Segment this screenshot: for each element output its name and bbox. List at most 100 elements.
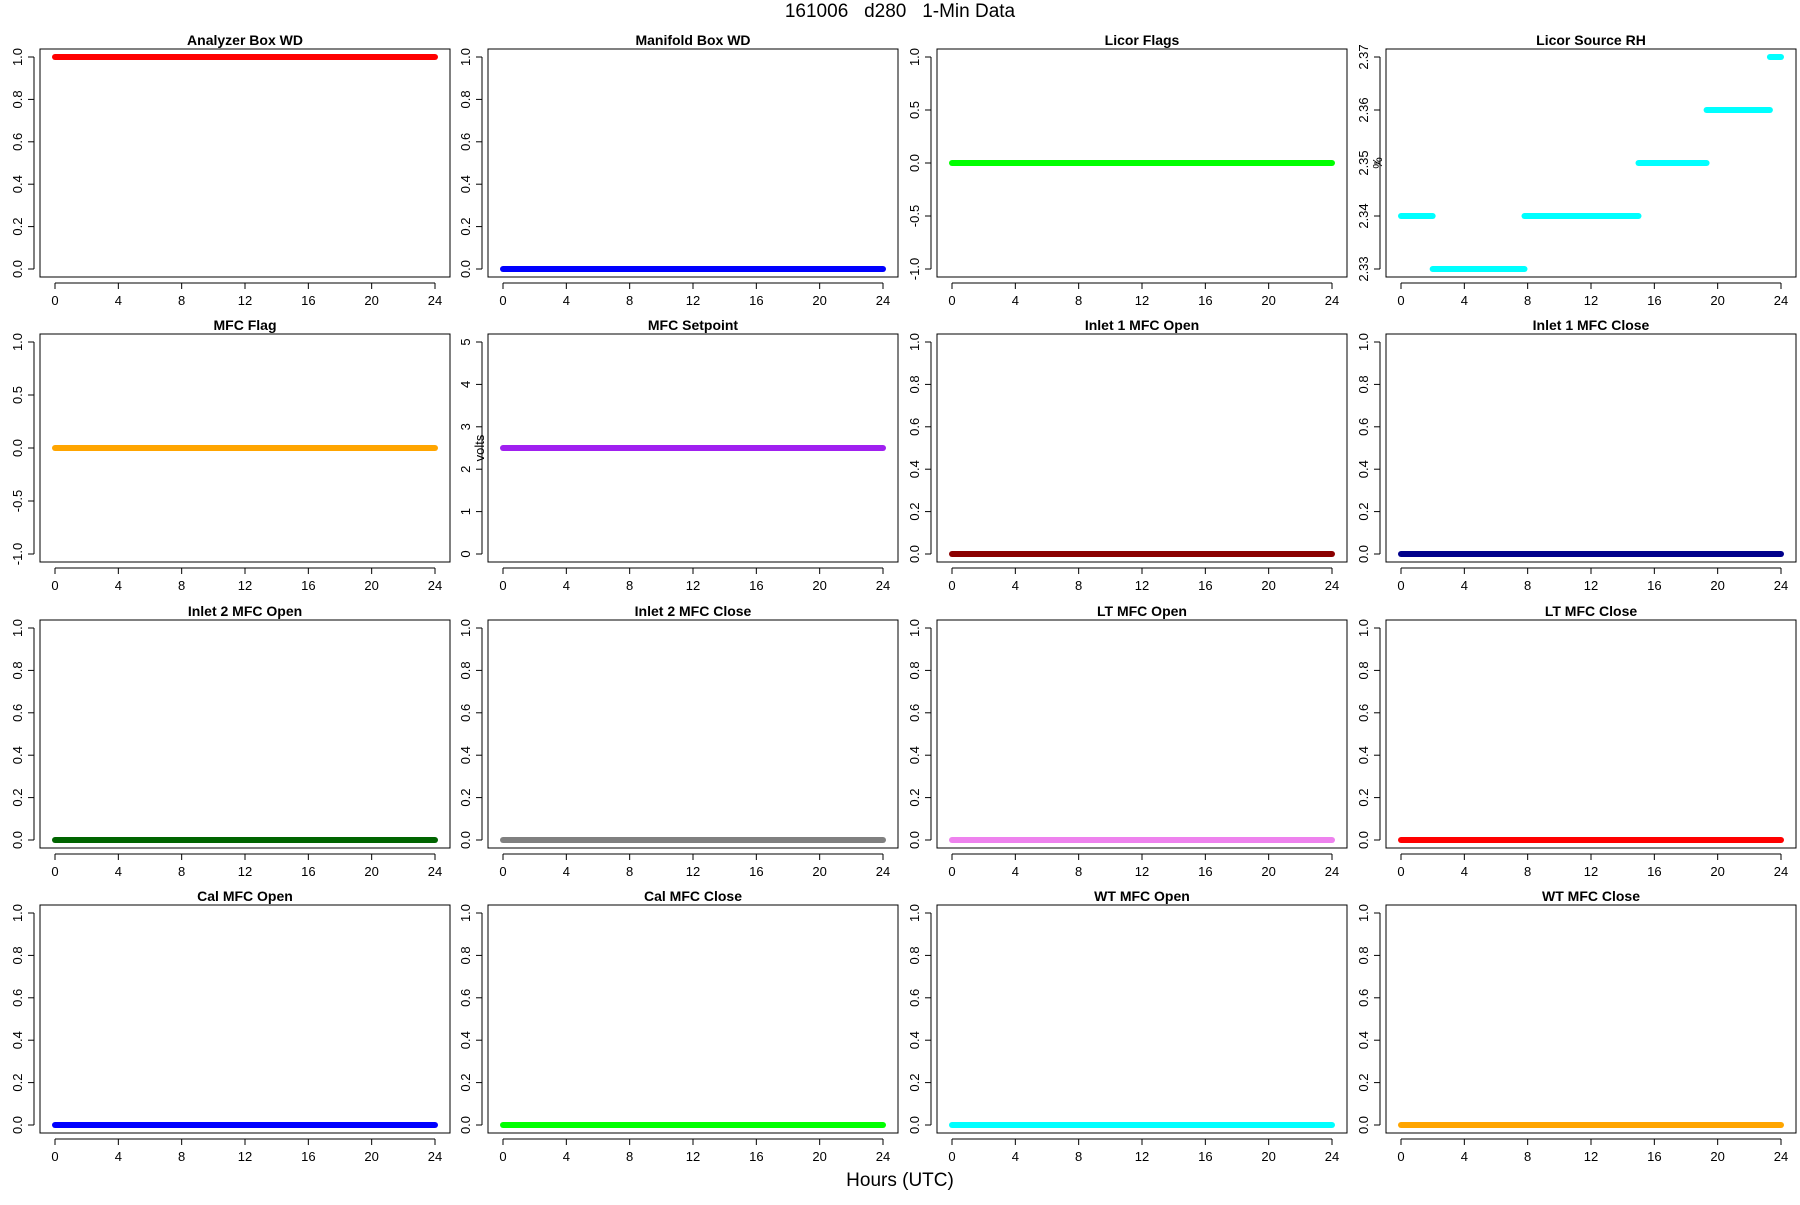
x-tick-label: 20 bbox=[1261, 1149, 1275, 1164]
x-tick-label: 16 bbox=[749, 293, 763, 308]
y-tick-label: 0.2 bbox=[458, 789, 473, 807]
x-tick-label: 12 bbox=[1135, 1149, 1149, 1164]
chart-panel: MFC Flag 0 4 8 12 16 20 24 -1.0 -0.5 0.0 0.5 1.0 bbox=[10, 317, 451, 593]
y-tick-label: 0.2 bbox=[1356, 1074, 1371, 1092]
x-tick-label: 20 bbox=[364, 293, 378, 308]
y-tick-label: 0.0 bbox=[1356, 1116, 1371, 1134]
chart-panel: Cal MFC Close 0 4 8 12 16 20 24 0.0 0.2 0.4 0.6 0.8 1… bbox=[458, 888, 899, 1164]
plot-frame bbox=[487, 333, 899, 563]
x-tick-label: 20 bbox=[364, 864, 378, 879]
x-tick-label: 12 bbox=[1584, 578, 1598, 593]
chart-title: Cal MFC Open bbox=[197, 888, 293, 904]
x-axis-label: Hours (UTC) bbox=[846, 1170, 954, 1191]
y-tick-label: 0.4 bbox=[458, 746, 473, 764]
x-tick-label: 24 bbox=[876, 864, 890, 879]
y-tick-label: 2.36 bbox=[1356, 97, 1371, 122]
y-tick-label: 0.0 bbox=[907, 154, 922, 172]
x-tick-label: 12 bbox=[1135, 864, 1149, 879]
y-tick-label: 0.4 bbox=[907, 460, 922, 478]
chart-panel: LT MFC Open 0 4 8 12 16 20 24 0.0 0.2 0.4 0.6 0.8 1.0 bbox=[907, 603, 1348, 879]
chart-panel: Manifold Box WD 0 4 8 12 16 20 24 0.0 0.2 0.4 0.6 0.… bbox=[458, 32, 899, 308]
x-tick-label: 12 bbox=[1135, 578, 1149, 593]
x-tick-label: 0 bbox=[1397, 293, 1404, 308]
x-tick-label: 4 bbox=[563, 1149, 570, 1164]
y-tick-label: 0.8 bbox=[10, 946, 25, 964]
x-tick-label: 0 bbox=[51, 578, 58, 593]
y-tick-label: 0.4 bbox=[458, 175, 473, 193]
chart-title: WT MFC Open bbox=[1094, 888, 1190, 904]
x-tick-label: 0 bbox=[1397, 578, 1404, 593]
y-tick-label: 5 bbox=[458, 338, 473, 345]
x-tick-label: 24 bbox=[1325, 293, 1339, 308]
y-tick-label: 0.6 bbox=[10, 133, 25, 151]
y-tick-label: 1.0 bbox=[10, 333, 25, 351]
y-tick-label: 0.6 bbox=[1356, 989, 1371, 1007]
x-tick-label: 16 bbox=[1647, 864, 1661, 879]
chart-panel: Inlet 2 MFC Open 0 4 8 12 16 20 24 0.0 0.2 0.4 0.6 0… bbox=[10, 603, 451, 879]
x-tick-label: 4 bbox=[115, 1149, 122, 1164]
x-tick-label: 24 bbox=[1325, 1149, 1339, 1164]
y-tick-label: 1.0 bbox=[907, 48, 922, 66]
y-tick-label: 0.8 bbox=[10, 90, 25, 108]
y-tick-label: 0.4 bbox=[10, 1031, 25, 1049]
y-tick-label: 0.2 bbox=[10, 789, 25, 807]
plot-frame bbox=[1385, 333, 1797, 563]
y-tick-label: 0.8 bbox=[1356, 946, 1371, 964]
chart-panel: Cal MFC Open 0 4 8 12 16 20 24 0.0 0.2 0.4 0.6 0.8 1.… bbox=[10, 888, 451, 1164]
y-tick-label: 0.0 bbox=[10, 1116, 25, 1134]
x-tick-label: 16 bbox=[301, 864, 315, 879]
plot-frame bbox=[1385, 619, 1797, 849]
x-tick-label: 4 bbox=[1012, 864, 1019, 879]
y-tick-label: 1.0 bbox=[907, 333, 922, 351]
x-tick-label: 24 bbox=[876, 1149, 890, 1164]
x-tick-label: 16 bbox=[1198, 578, 1212, 593]
chart-title: Licor Flags bbox=[1105, 32, 1180, 48]
y-tick-label: 1 bbox=[458, 508, 473, 515]
y-tick-label: 0.8 bbox=[907, 946, 922, 964]
x-tick-label: 16 bbox=[749, 1149, 763, 1164]
x-tick-label: 4 bbox=[1012, 1149, 1019, 1164]
x-tick-label: 20 bbox=[1261, 293, 1275, 308]
x-tick-label: 24 bbox=[876, 578, 890, 593]
y-tick-label: 0.0 bbox=[458, 260, 473, 278]
x-tick-label: 20 bbox=[1710, 578, 1724, 593]
x-tick-label: 24 bbox=[1774, 1149, 1788, 1164]
y-tick-label: 0.2 bbox=[10, 218, 25, 236]
y-tick-label: 0.4 bbox=[907, 746, 922, 764]
x-tick-label: 8 bbox=[1524, 864, 1531, 879]
x-tick-label: 4 bbox=[115, 578, 122, 593]
plot-frame bbox=[1385, 48, 1797, 278]
plot-frame bbox=[39, 619, 451, 849]
x-tick-label: 16 bbox=[1198, 293, 1212, 308]
y-tick-label: 0.4 bbox=[1356, 746, 1371, 764]
x-tick-label: 16 bbox=[1647, 578, 1661, 593]
x-tick-label: 8 bbox=[1075, 293, 1082, 308]
x-tick-label: 12 bbox=[1135, 293, 1149, 308]
y-tick-label: -1.0 bbox=[907, 258, 922, 280]
chart-panel: Analyzer Box WD 0 4 8 12 16 20 24 0.0 0.2 0.4 0.6 0.… bbox=[10, 32, 451, 308]
x-tick-label: 0 bbox=[499, 1149, 506, 1164]
x-tick-label: 16 bbox=[1198, 1149, 1212, 1164]
x-tick-label: 4 bbox=[563, 864, 570, 879]
x-tick-label: 4 bbox=[115, 864, 122, 879]
plot-frame bbox=[1385, 904, 1797, 1134]
x-tick-label: 16 bbox=[301, 578, 315, 593]
y-tick-label: 0.4 bbox=[10, 175, 25, 193]
chart-panel: WT MFC Close 0 4 8 12 16 20 24 0.0 0.2 0.4 0.6 0.8 1.… bbox=[1356, 888, 1797, 1164]
x-tick-label: 0 bbox=[51, 1149, 58, 1164]
y-tick-label: 1.0 bbox=[10, 904, 25, 922]
y-tick-label: 0.2 bbox=[458, 218, 473, 236]
x-tick-label: 0 bbox=[499, 864, 506, 879]
x-tick-label: 12 bbox=[238, 578, 252, 593]
x-tick-label: 8 bbox=[626, 1149, 633, 1164]
x-tick-label: 8 bbox=[1524, 1149, 1531, 1164]
y-tick-label: 2.35 bbox=[1356, 150, 1371, 175]
x-tick-label: 4 bbox=[563, 293, 570, 308]
x-tick-label: 8 bbox=[626, 864, 633, 879]
y-tick-label: 4 bbox=[458, 381, 473, 388]
chart-title: Inlet 1 MFC Close bbox=[1533, 317, 1650, 333]
x-tick-label: 24 bbox=[1774, 293, 1788, 308]
chart-title: Analyzer Box WD bbox=[187, 32, 303, 48]
y-tick-label: 1.0 bbox=[1356, 904, 1371, 922]
y-tick-label: 0.8 bbox=[458, 661, 473, 679]
